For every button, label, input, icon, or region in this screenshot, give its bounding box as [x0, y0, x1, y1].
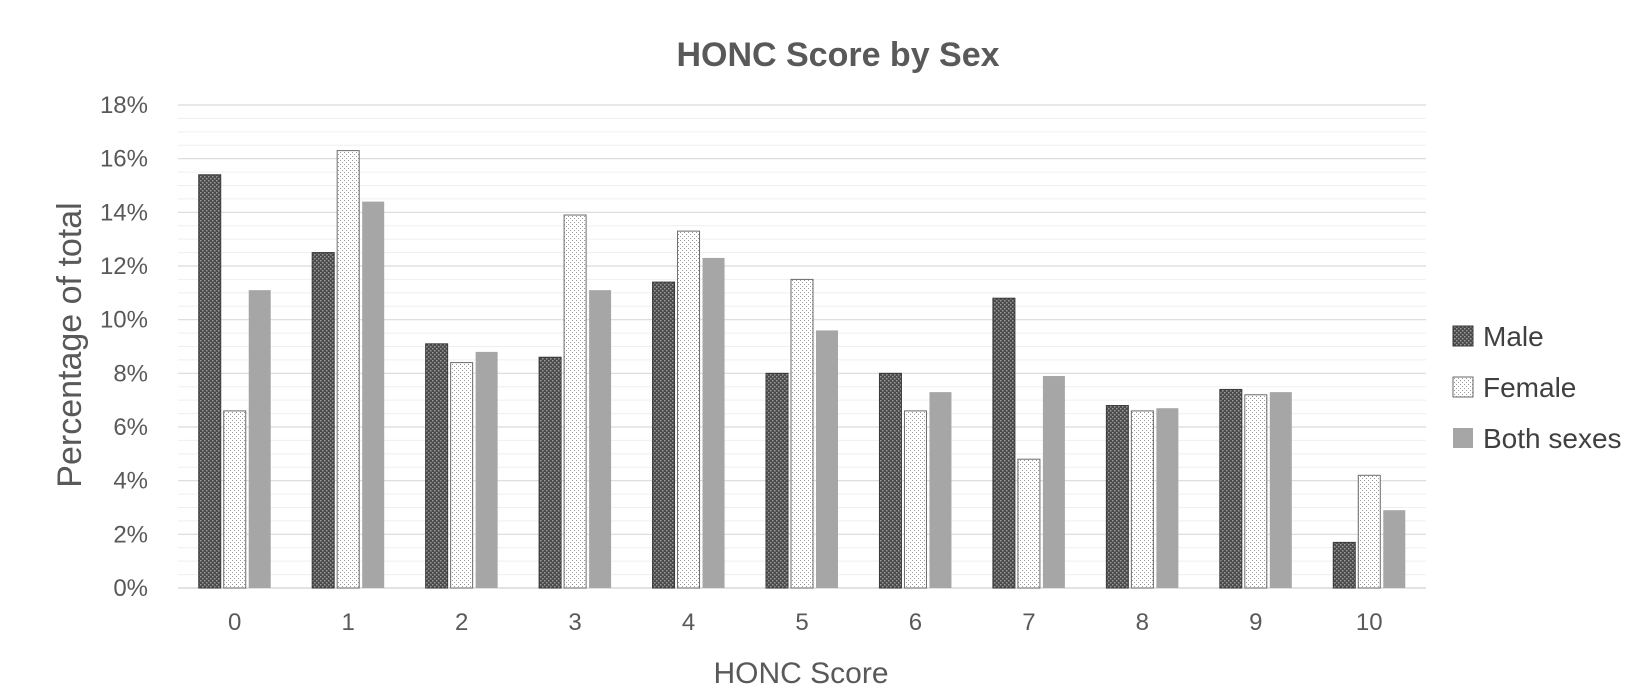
- bar-both-sexes-4: [702, 257, 725, 588]
- bar-male-2: [425, 343, 449, 589]
- bar-male-9: [1219, 388, 1243, 589]
- x-tick-label: 1: [342, 609, 355, 636]
- legend-label: Male: [1483, 321, 1544, 352]
- x-tick-label: 5: [795, 609, 808, 636]
- bar-male-6: [878, 372, 902, 589]
- bar-male-5: [765, 372, 789, 589]
- y-tick-label: 10%: [100, 307, 148, 334]
- legend-label: Both sexes: [1483, 423, 1622, 454]
- y-tick-label: 6%: [113, 414, 148, 441]
- x-tick-label: 4: [682, 609, 695, 636]
- x-tick-label: 9: [1249, 609, 1262, 636]
- x-axis-title: HONC Score: [713, 657, 888, 690]
- chart-title: HONC Score by Sex: [676, 36, 999, 74]
- legend-swatch-both-sexes: [1453, 428, 1473, 448]
- bar-both-sexes-5: [816, 330, 838, 588]
- y-axis-title: Percentage of total: [51, 202, 89, 487]
- bar-male-8: [1105, 405, 1129, 589]
- x-tick-labels: 0 1 2 3 4 5 6 7 8 9 10: [228, 609, 1383, 636]
- x-tick-label: 3: [568, 609, 581, 636]
- bar-female-9: [1244, 394, 1268, 589]
- y-tick-label: 18%: [100, 92, 148, 119]
- legend-label: Female: [1483, 372, 1576, 403]
- bar-both-sexes-0: [248, 290, 271, 588]
- y-tick-label: 14%: [100, 199, 148, 226]
- bar-female-3: [563, 214, 587, 589]
- bar-female-10: [1357, 474, 1381, 589]
- bar-male-0: [198, 174, 222, 589]
- bar-both-sexes-2: [475, 351, 498, 588]
- bar-both-sexes-10: [1383, 510, 1406, 588]
- legend-swatch-male: [1452, 325, 1474, 347]
- bar-female-2: [450, 362, 474, 589]
- bar-both-sexes-8: [1156, 408, 1179, 588]
- y-tick-labels: 0% 2% 4% 6% 8% 10% 12% 14% 16% 18%: [100, 92, 148, 602]
- bar-female-5: [790, 278, 814, 589]
- x-tick-label: 0: [228, 609, 241, 636]
- bar-both-sexes-7: [1042, 376, 1065, 588]
- bar-male-3: [538, 356, 562, 589]
- legend: Male Female Both sexes: [1452, 321, 1622, 454]
- bar-female-7: [1017, 458, 1041, 589]
- legend-swatch-female: [1452, 376, 1474, 398]
- bar-male-1: [311, 252, 335, 589]
- bar-female-6: [903, 410, 927, 589]
- x-tick-label: 7: [1022, 609, 1035, 636]
- bar-female-8: [1130, 410, 1154, 589]
- bar-female-1: [336, 150, 360, 589]
- bar-female-4: [677, 230, 701, 589]
- y-tick-label: 2%: [113, 521, 148, 548]
- bar-male-7: [992, 297, 1016, 589]
- y-tick-label: 4%: [113, 468, 148, 495]
- bar-both-sexes-9: [1269, 392, 1292, 588]
- x-tick-label: 10: [1356, 609, 1383, 636]
- x-tick-label: 6: [909, 609, 922, 636]
- bar-female-0: [223, 410, 247, 589]
- bar-both-sexes-6: [929, 392, 952, 588]
- bar-both-sexes-1: [362, 201, 385, 588]
- y-tick-label: 16%: [100, 146, 148, 173]
- y-tick-label: 12%: [100, 253, 148, 280]
- bar-both-sexes-3: [589, 290, 612, 588]
- bars: [198, 150, 1406, 589]
- x-tick-label: 8: [1136, 609, 1149, 636]
- y-tick-label: 8%: [113, 360, 148, 387]
- bar-male-4: [652, 281, 676, 589]
- x-tick-label: 2: [455, 609, 468, 636]
- y-tick-label: 0%: [113, 575, 148, 602]
- bar-male-10: [1332, 541, 1356, 589]
